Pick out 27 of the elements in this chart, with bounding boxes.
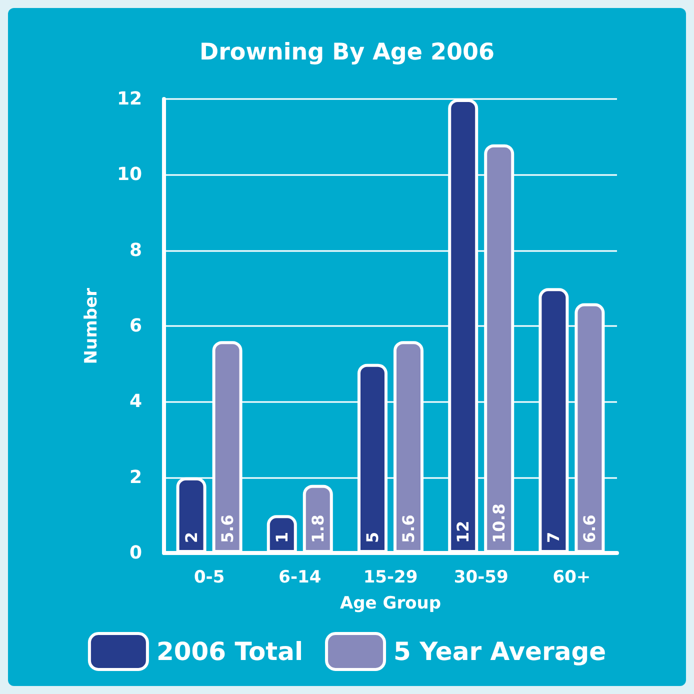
data-label: 12 <box>454 520 473 543</box>
y-tick-label: 10 <box>116 164 142 186</box>
y-tick-label: 8 <box>129 240 142 261</box>
x-tick-label: 15-29 <box>363 568 418 588</box>
x-tick-label: 60+ <box>552 568 591 588</box>
data-label: 6.6 <box>580 514 600 543</box>
chart-title: Drowning By Age 2006 <box>199 40 495 66</box>
y-axis-title: Number <box>82 287 102 364</box>
data-label: 2 <box>182 532 201 543</box>
y-tick-label: 0 <box>129 542 142 564</box>
y-tick-label: 12 <box>116 88 142 110</box>
x-tick-label: 0-5 <box>194 568 225 588</box>
data-label: 7 <box>544 532 564 543</box>
legend-label: 2006 Total <box>156 637 304 666</box>
y-tick-label: 6 <box>129 316 142 336</box>
legend-label: 5 Year Average <box>394 637 606 666</box>
data-label: 5 <box>363 532 382 543</box>
x-tick-label: 30-59 <box>454 568 508 588</box>
data-label: 1 <box>272 532 292 543</box>
y-tick-label: 4 <box>129 391 142 412</box>
data-label: 5.6 <box>399 514 418 543</box>
data-label: 5.6 <box>218 514 237 543</box>
data-label: 1.8 <box>308 514 328 543</box>
data-label: 10.8 <box>490 504 509 543</box>
x-tick-label: 6-14 <box>278 568 322 588</box>
x-axis-title: Age Group <box>340 594 442 614</box>
y-tick-label: 2 <box>129 466 142 488</box>
